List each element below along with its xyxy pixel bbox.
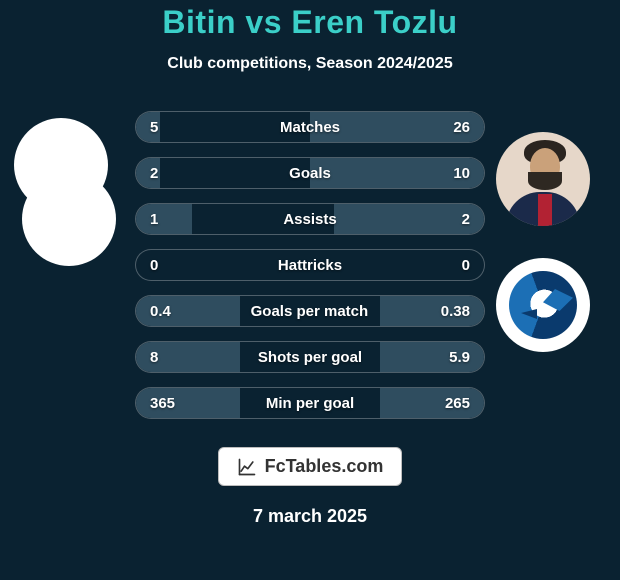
- chart-icon: [237, 457, 257, 477]
- stat-row: 0.4 Goals per match 0.38: [135, 295, 485, 327]
- stat-value-left: 1: [150, 211, 178, 228]
- stat-value-left: 2: [150, 165, 178, 182]
- player-left-club-badge: [22, 172, 116, 266]
- stat-value-right: 10: [442, 165, 470, 182]
- stat-value-right: 0.38: [441, 303, 470, 320]
- stat-metric: Goals: [289, 165, 331, 182]
- avatar-beard: [528, 172, 562, 190]
- stat-value-right: 0: [442, 257, 470, 274]
- badge-beak: [521, 309, 537, 319]
- avatar-stripe: [538, 194, 552, 226]
- badge-wing: [543, 289, 573, 311]
- date-label: 7 march 2025: [253, 506, 367, 527]
- stat-value-left: 8: [150, 349, 178, 366]
- player-right-avatar: [496, 132, 590, 226]
- source-link-label: FcTables.com: [265, 456, 384, 477]
- stat-row: 365 Min per goal 265: [135, 387, 485, 419]
- stat-value-right: 265: [442, 395, 470, 412]
- stat-metric: Min per goal: [266, 395, 354, 412]
- stat-row: 5 Matches 26: [135, 111, 485, 143]
- stat-value-right: 2: [442, 211, 470, 228]
- stat-value-right: 26: [442, 119, 470, 136]
- stat-value-left: 0: [150, 257, 178, 274]
- page-title: Bitin vs Eren Tozlu: [162, 4, 457, 41]
- stat-value-left: 365: [150, 395, 178, 412]
- stat-row: 8 Shots per goal 5.9: [135, 341, 485, 373]
- badge-icon: [509, 271, 577, 339]
- stat-row: 0 Hattricks 0: [135, 249, 485, 281]
- stat-value-left: 5: [150, 119, 178, 136]
- stat-row: 2 Goals 10: [135, 157, 485, 189]
- stat-value-right: 5.9: [442, 349, 470, 366]
- stat-metric: Hattricks: [278, 257, 342, 274]
- stat-metric: Assists: [283, 211, 336, 228]
- stat-metric: Shots per goal: [258, 349, 362, 366]
- stat-metric: Matches: [280, 119, 340, 136]
- stat-row: 1 Assists 2: [135, 203, 485, 235]
- player-right-club-badge: [496, 258, 590, 352]
- stat-value-left: 0.4: [150, 303, 178, 320]
- stats-panel: 5 Matches 26 2 Goals 10 1 Assists 2 0 Hattricks 0 0.…: [135, 111, 485, 419]
- subtitle: Club competitions, Season 2024/2025: [167, 55, 452, 73]
- stat-metric: Goals per match: [251, 303, 369, 320]
- source-link[interactable]: FcTables.com: [218, 447, 403, 486]
